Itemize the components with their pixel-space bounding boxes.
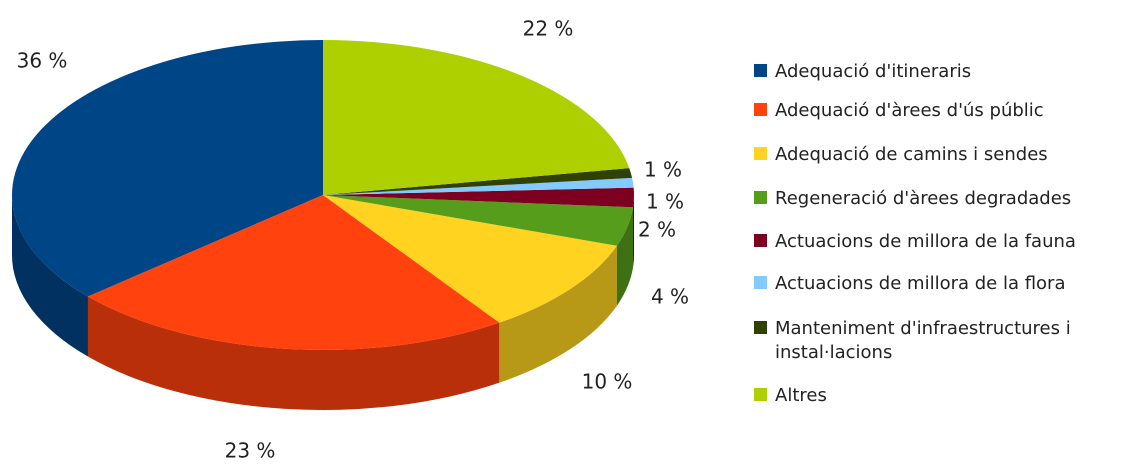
- legend-label: Manteniment d'infraestructures i instal·…: [775, 318, 1071, 363]
- legend-item: Altres: [754, 384, 1137, 408]
- data-label: 23 %: [225, 439, 276, 463]
- slice-side: [633, 195, 634, 268]
- legend-item: Manteniment d'infraestructures i instal·…: [754, 317, 1137, 365]
- side-shade: [87, 296, 500, 410]
- data-label: 22 %: [523, 17, 574, 41]
- data-label: 36 %: [17, 49, 68, 73]
- legend-swatch: [754, 191, 767, 204]
- legend-swatch: [754, 276, 767, 289]
- slice-side: [499, 245, 617, 383]
- slice-side: [87, 296, 500, 410]
- slice-side: [616, 207, 634, 306]
- legend-swatch: [754, 321, 767, 334]
- legend-item: Regeneració d'àrees degradades: [754, 187, 1137, 211]
- slice: [323, 177, 634, 195]
- side-shade: [616, 207, 634, 306]
- legend-swatch: [754, 234, 767, 247]
- legend-label: Adequació de camins i sendes: [775, 144, 1048, 165]
- side-shade: [12, 195, 88, 357]
- slice: [323, 195, 617, 323]
- legend-label: Actuacions de millora de la fauna: [775, 231, 1076, 252]
- slice: [323, 195, 634, 246]
- data-label: 2 %: [638, 218, 676, 242]
- data-label: 10 %: [582, 370, 633, 394]
- data-label: 1 %: [646, 190, 684, 214]
- pie-plot: 36 % 23 % 10 % 4 % 2 % 1 % 1 % 22 %: [12, 17, 689, 463]
- legend-item: Adequació d'itineraris: [754, 60, 1137, 84]
- side-shade: [633, 195, 634, 268]
- legend-swatch: [754, 103, 767, 116]
- legend-label: Altres: [775, 385, 827, 406]
- legend-item: Actuacions de millora de la flora: [754, 272, 1137, 296]
- legend-item: Actuacions de millora de la fauna: [754, 230, 1137, 254]
- slice: [323, 168, 633, 195]
- data-label: 1 %: [644, 158, 682, 182]
- slice: [323, 40, 630, 195]
- legend-swatch: [754, 388, 767, 401]
- data-label: 4 %: [651, 285, 689, 309]
- legend-item: Adequació d'àrees d'ús públic: [754, 99, 1137, 123]
- side-shade: [499, 245, 617, 383]
- legend-swatch: [754, 64, 767, 77]
- slice: [12, 40, 324, 297]
- legend-label: Regeneració d'àrees degradades: [775, 188, 1072, 209]
- legend-label: Adequació d'àrees d'ús públic: [775, 100, 1044, 121]
- legend-item: Adequació de camins i sendes: [754, 143, 1137, 167]
- slice: [87, 195, 500, 350]
- slice-side: [12, 195, 88, 357]
- legend-label: Actuacions de millora de la flora: [775, 273, 1066, 294]
- legend-swatch: [754, 147, 767, 160]
- slice: [323, 187, 634, 208]
- legend-label: Adequació d'itineraris: [775, 61, 972, 82]
